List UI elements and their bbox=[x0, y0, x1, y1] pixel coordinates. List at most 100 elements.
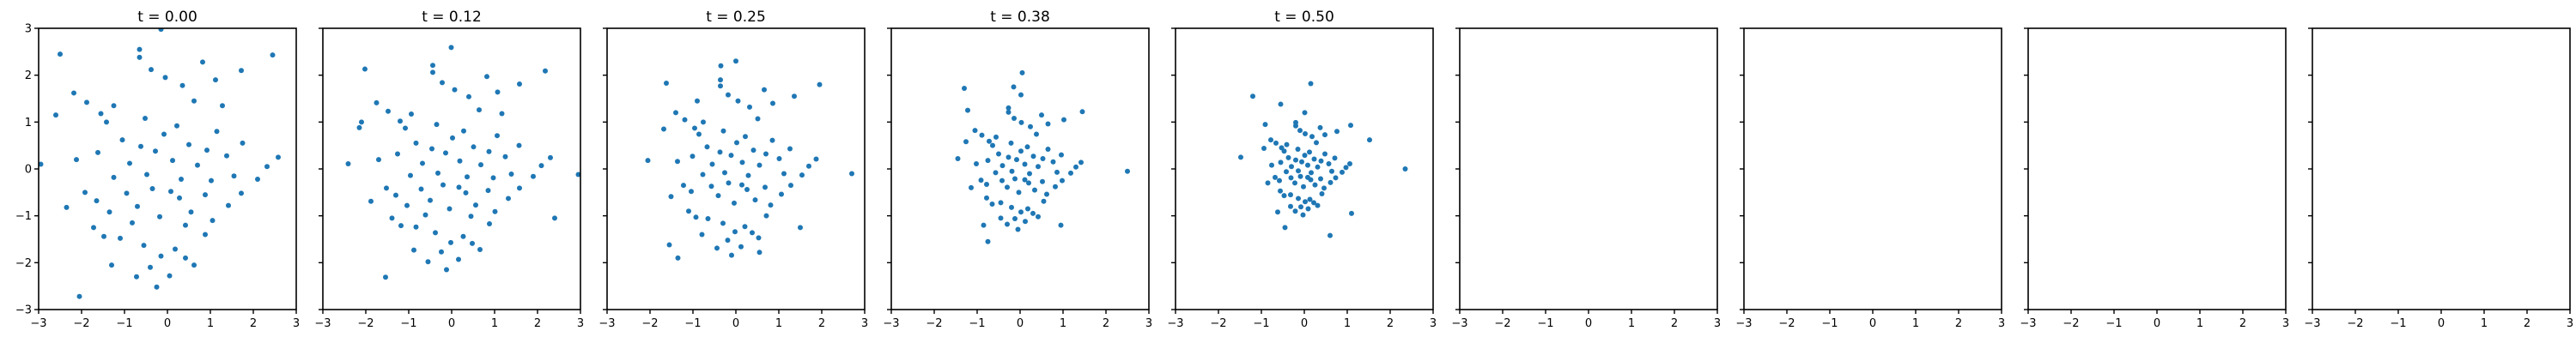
data-point bbox=[460, 233, 466, 239]
data-point bbox=[1347, 160, 1352, 166]
data-point bbox=[452, 87, 458, 93]
panel-8: −3 −2 −1 0 1 2 3 bbox=[2020, 27, 2289, 330]
panel-6: −3 −2 −1 0 1 2 3 bbox=[1451, 27, 1721, 330]
data-point bbox=[508, 172, 514, 178]
data-point bbox=[183, 222, 188, 228]
data-point bbox=[345, 160, 351, 166]
data-point bbox=[191, 98, 197, 104]
data-point bbox=[1296, 196, 1301, 202]
x-tick-label: −3 bbox=[1735, 317, 1752, 330]
data-point bbox=[149, 185, 155, 191]
data-point bbox=[999, 163, 1005, 169]
data-point bbox=[645, 158, 651, 164]
data-point bbox=[799, 172, 805, 178]
data-point bbox=[127, 160, 132, 166]
data-point bbox=[1125, 168, 1130, 174]
data-point bbox=[739, 159, 745, 165]
data-point bbox=[495, 133, 500, 139]
data-point bbox=[675, 255, 681, 261]
data-point bbox=[1311, 156, 1317, 162]
data-point bbox=[168, 189, 173, 195]
x-tick-label: 1 bbox=[491, 317, 498, 330]
data-point bbox=[430, 63, 435, 69]
data-point bbox=[429, 146, 434, 152]
data-point bbox=[673, 110, 678, 116]
data-point bbox=[154, 284, 160, 290]
data-point bbox=[408, 172, 413, 178]
data-point bbox=[1005, 109, 1012, 115]
x-tick-label: 0 bbox=[2154, 317, 2160, 330]
data-point bbox=[718, 63, 724, 69]
panel-title: t = 0.50 bbox=[1274, 9, 1334, 26]
x-tick-label: 2 bbox=[1671, 317, 1678, 330]
data-point bbox=[813, 156, 819, 162]
data-point bbox=[1303, 131, 1308, 136]
data-point bbox=[690, 153, 696, 159]
data-point bbox=[978, 178, 984, 184]
x-tick-label: 1 bbox=[2481, 317, 2488, 330]
data-point bbox=[729, 252, 734, 258]
data-point bbox=[270, 52, 276, 58]
data-point bbox=[686, 208, 691, 214]
x-tick-label: 3 bbox=[861, 317, 868, 330]
data-point bbox=[744, 187, 750, 193]
data-point bbox=[750, 147, 756, 153]
data-point bbox=[750, 230, 755, 236]
x-tick-label: −2 bbox=[926, 317, 942, 330]
data-point bbox=[418, 186, 424, 192]
data-point bbox=[979, 132, 985, 138]
data-point bbox=[492, 208, 498, 214]
data-point bbox=[984, 182, 989, 188]
data-point bbox=[1025, 206, 1030, 212]
data-point bbox=[74, 157, 79, 163]
data-point bbox=[224, 153, 229, 159]
data-point bbox=[111, 174, 117, 180]
data-point bbox=[203, 192, 208, 198]
data-point bbox=[170, 158, 175, 164]
data-point bbox=[1292, 180, 1297, 186]
data-point bbox=[806, 163, 811, 169]
data-point bbox=[1297, 128, 1303, 134]
x-tick-label: 0 bbox=[2438, 317, 2445, 330]
data-point bbox=[413, 224, 419, 230]
data-point bbox=[1023, 219, 1028, 225]
data-point bbox=[1402, 166, 1408, 172]
data-point bbox=[58, 51, 63, 57]
data-point bbox=[179, 82, 185, 88]
data-point bbox=[1348, 123, 1353, 129]
data-point bbox=[516, 142, 522, 148]
data-point bbox=[118, 235, 123, 241]
x-tick-label: −2 bbox=[1778, 317, 1795, 330]
x-tick-label: −3 bbox=[314, 317, 331, 330]
data-point bbox=[1303, 199, 1308, 205]
data-point bbox=[955, 155, 961, 161]
data-point bbox=[473, 202, 478, 208]
data-point bbox=[177, 195, 182, 201]
axes-frame bbox=[606, 27, 866, 310]
data-point bbox=[1078, 159, 1084, 165]
data-point bbox=[725, 238, 731, 244]
data-point bbox=[468, 214, 474, 220]
data-point bbox=[359, 119, 364, 125]
data-point bbox=[1302, 110, 1308, 116]
x-tick-label: 3 bbox=[1430, 317, 1437, 330]
panel-5-points bbox=[1238, 81, 1408, 238]
data-point bbox=[1277, 178, 1282, 184]
data-point bbox=[1319, 190, 1325, 196]
data-point bbox=[1068, 170, 1073, 176]
data-point bbox=[425, 259, 431, 265]
data-point bbox=[681, 183, 686, 189]
data-point bbox=[1300, 212, 1306, 218]
data-point bbox=[849, 171, 854, 177]
data-point bbox=[1349, 210, 1354, 216]
data-point bbox=[1285, 154, 1291, 160]
data-point bbox=[186, 141, 191, 147]
data-point bbox=[1333, 175, 1339, 181]
data-point bbox=[732, 229, 738, 235]
x-tick-label: −3 bbox=[2304, 317, 2320, 330]
data-point bbox=[726, 92, 731, 98]
y-tick-label: 0 bbox=[25, 164, 32, 177]
x-tick-label: −3 bbox=[1451, 317, 1467, 330]
panel-2-points bbox=[345, 45, 580, 280]
